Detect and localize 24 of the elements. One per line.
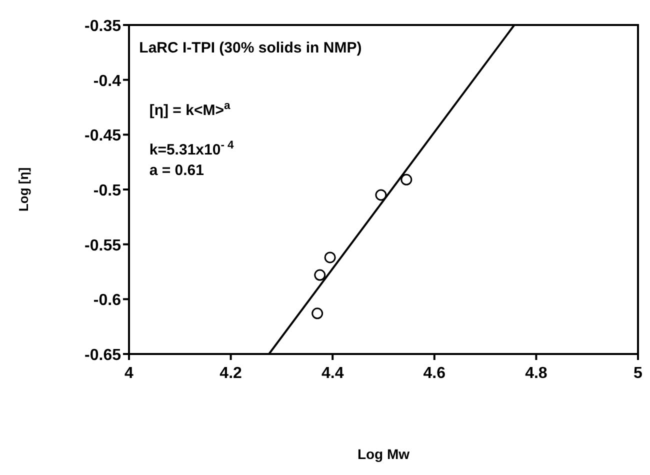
point [312, 308, 324, 320]
point [375, 189, 387, 201]
y-tick-label: -0.35 [84, 18, 122, 35]
y-tick-label: -0.55 [84, 237, 122, 254]
x-tick-label: 4.8 [525, 365, 548, 382]
x-tick-label: 4 [124, 365, 134, 382]
y-tick-label: -0.65 [84, 347, 122, 364]
annotation: a = 0.61 [149, 162, 204, 180]
x-axis-title: Log Mw [357, 446, 410, 462]
annotation: k=5.31x10$^{- 4}$ [149, 139, 235, 158]
y-tick-label: -0.4 [93, 72, 122, 90]
y-tick-label: -0.6 [93, 292, 122, 310]
y-axis-title: Log [η] [16, 167, 31, 212]
y-tick-label: -0.45 [84, 128, 122, 145]
annotation: [η] = k<M>$^{a}$ [149, 100, 231, 119]
x-tick-label: 4.4 [321, 365, 344, 382]
x-tick-label: 5 [634, 365, 643, 382]
annotation: LaRC I-TPI (30% solids in NMP) [139, 39, 362, 56]
y-tick-label: -0.5 [93, 182, 122, 200]
x-tick-label: 4.2 [220, 365, 242, 382]
x-tick-label: 4.6 [423, 365, 446, 382]
point [314, 269, 326, 281]
point [400, 174, 412, 186]
point [324, 252, 336, 264]
